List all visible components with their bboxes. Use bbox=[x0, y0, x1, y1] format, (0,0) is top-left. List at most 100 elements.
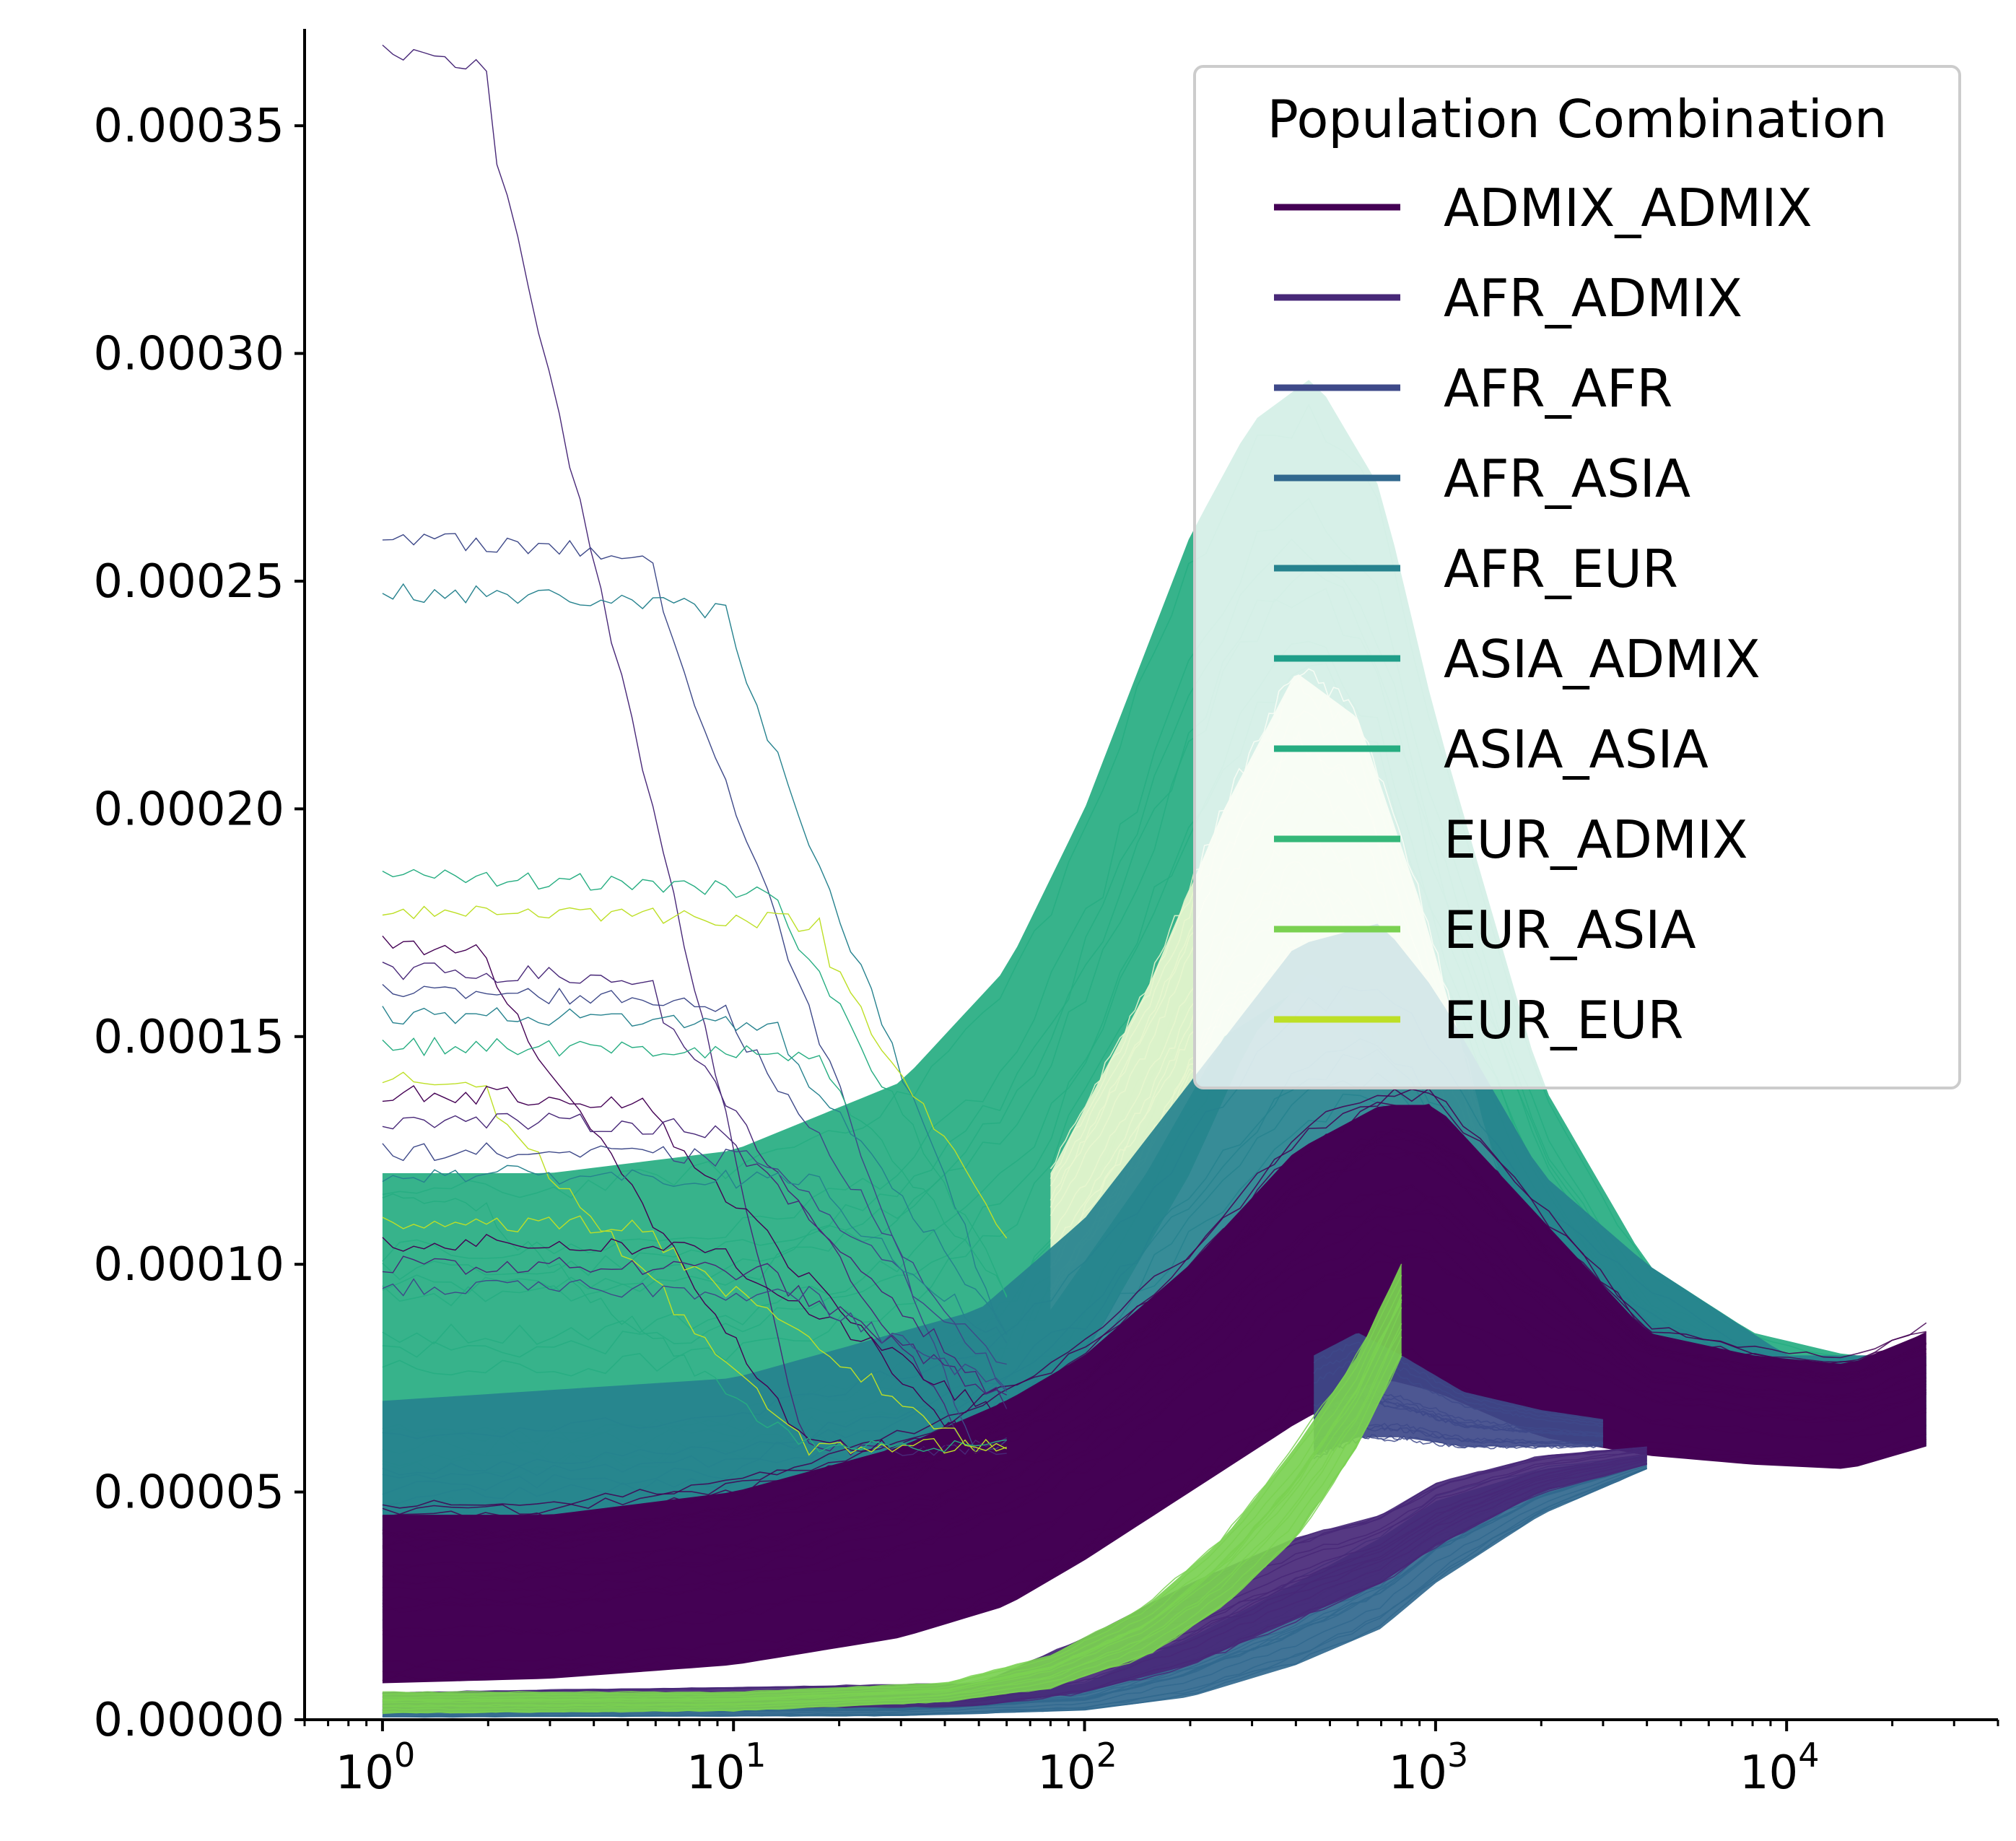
series-layer bbox=[382, 44, 1927, 1718]
series-line bbox=[382, 1465, 1647, 1715]
series-line bbox=[382, 1286, 1402, 1699]
outlier-line bbox=[382, 1113, 1008, 1409]
outlier-line bbox=[382, 583, 1008, 1336]
legend-item-eur-eur: EUR_EUR bbox=[1274, 990, 1683, 1050]
y-tick-label: 0.00035 bbox=[93, 100, 284, 153]
y-tick-label: 0.00030 bbox=[93, 328, 284, 381]
legend-label: EUR_ASIA bbox=[1444, 900, 1696, 960]
legend-box bbox=[1193, 65, 1961, 1089]
y-tick-label: 0.00010 bbox=[93, 1238, 284, 1292]
series-line bbox=[382, 1362, 1926, 1674]
series-line bbox=[382, 1101, 1927, 1521]
series-line bbox=[382, 1250, 1927, 1611]
legend-item-afr-asia: AFR_ASIA bbox=[1274, 448, 1690, 509]
series-line bbox=[382, 1323, 1402, 1707]
outlier-line bbox=[382, 1278, 1008, 1390]
outlier-line bbox=[382, 44, 1008, 1456]
legend-label: ASIA_ASIA bbox=[1444, 719, 1709, 780]
series-line bbox=[382, 1292, 1927, 1635]
outlier-line bbox=[382, 1215, 1008, 1452]
series-line bbox=[382, 1185, 1926, 1571]
outlier-line bbox=[382, 533, 1008, 1453]
series-band bbox=[382, 1446, 1647, 1711]
series-line bbox=[382, 1466, 1647, 1718]
series-line bbox=[382, 1295, 1402, 1701]
legend-item-afr-afr: AFR_AFR bbox=[1274, 358, 1672, 419]
x-tick-label: 102 bbox=[1037, 1736, 1117, 1800]
legend-item-asia-asia: ASIA_ASIA bbox=[1274, 719, 1709, 780]
series-line bbox=[382, 1468, 1647, 1718]
series-line bbox=[382, 1138, 1926, 1539]
series-line bbox=[382, 1301, 1926, 1638]
legend-item-eur-asia: EUR_ASIA bbox=[1274, 900, 1696, 960]
outlier-line bbox=[382, 1071, 1007, 1456]
series-line bbox=[382, 1328, 1402, 1707]
series-line bbox=[382, 1144, 1927, 1548]
legend-label: AFR_EUR bbox=[1444, 539, 1678, 599]
series-line bbox=[382, 1255, 1927, 1613]
y-tick-label: 0.00015 bbox=[93, 1011, 284, 1064]
series-line bbox=[382, 1263, 1402, 1694]
outlier-line bbox=[382, 1006, 1008, 1335]
series-line bbox=[382, 1088, 1927, 1509]
legend-label: EUR_ADMIX bbox=[1444, 809, 1748, 870]
series-line bbox=[382, 1072, 1926, 1495]
outlier-line bbox=[382, 983, 1008, 1393]
y-tick-label: 0.00000 bbox=[93, 1694, 284, 1747]
y-tick-label: 0.00005 bbox=[93, 1466, 284, 1520]
outlier-lines bbox=[382, 44, 1008, 1456]
series-line bbox=[382, 1242, 1927, 1604]
series-line bbox=[382, 1209, 1926, 1586]
x-tick-label: 103 bbox=[1389, 1736, 1469, 1800]
legend-item-afr-eur: AFR_EUR bbox=[1274, 539, 1678, 599]
legend-label: ADMIX_ADMIX bbox=[1444, 178, 1812, 238]
outlier-line bbox=[382, 869, 1008, 1298]
legend-title: Population Combination bbox=[1267, 89, 1887, 149]
legend-item-afr-admix: AFR_ADMIX bbox=[1274, 268, 1742, 328]
legend: Population Combination ADMIX_ADMIX AFR_ADM… bbox=[1193, 65, 1961, 1089]
outlier-line bbox=[382, 1234, 1007, 1418]
series-eur-asia bbox=[382, 1263, 1402, 1715]
legend-item-asia-admix: ASIA_ADMIX bbox=[1274, 629, 1760, 689]
y-tick-label: 0.00020 bbox=[93, 783, 284, 836]
outlier-line bbox=[382, 905, 1008, 1239]
series-line bbox=[382, 1301, 1402, 1702]
series-line bbox=[382, 985, 1926, 1440]
outlier-line bbox=[382, 1085, 1007, 1453]
legend-label: AFR_ADMIX bbox=[1444, 268, 1742, 328]
legend-item-admix-admix: ADMIX_ADMIX bbox=[1274, 178, 1812, 238]
series-line bbox=[382, 1152, 1926, 1553]
outlier-line bbox=[382, 1165, 1008, 1344]
series-admix-admix bbox=[382, 1087, 1927, 1684]
series-line bbox=[382, 1196, 1926, 1578]
outlier-line bbox=[382, 1036, 1008, 1297]
series-line bbox=[382, 1363, 1926, 1681]
legend-label: AFR_AFR bbox=[1444, 358, 1672, 419]
x-tick-label: 104 bbox=[1740, 1736, 1820, 1800]
legend-label: AFR_ASIA bbox=[1444, 448, 1690, 509]
y-tick-label: 0.00025 bbox=[93, 555, 284, 609]
legend-item-eur-admix: EUR_ADMIX bbox=[1274, 809, 1748, 870]
series-line bbox=[382, 1336, 1402, 1711]
series-line bbox=[382, 1348, 1926, 1667]
legend-label: ASIA_ADMIX bbox=[1444, 629, 1760, 689]
series-line bbox=[382, 1048, 1926, 1480]
legend-label: EUR_EUR bbox=[1444, 990, 1683, 1050]
x-tick-label: 100 bbox=[336, 1736, 416, 1800]
series-line bbox=[382, 1129, 1927, 1539]
outlier-line bbox=[382, 1193, 1007, 1453]
axes-layer: 0.00000 0.00005 0.00010 0.00015 0.00020 0.000… bbox=[93, 29, 1999, 1800]
series-line bbox=[382, 1362, 1926, 1681]
series-line bbox=[382, 1307, 1402, 1704]
outlier-line bbox=[382, 1255, 1008, 1396]
series-line bbox=[382, 1087, 1926, 1515]
series-line bbox=[382, 1274, 1402, 1696]
series-line bbox=[382, 1152, 1926, 1549]
series-line bbox=[382, 1206, 1926, 1584]
series-line bbox=[382, 1224, 1926, 1597]
series-line bbox=[382, 1353, 1402, 1714]
series-line bbox=[382, 1184, 1927, 1573]
series-line bbox=[382, 1037, 1926, 1476]
outlier-line bbox=[382, 962, 1007, 1455]
